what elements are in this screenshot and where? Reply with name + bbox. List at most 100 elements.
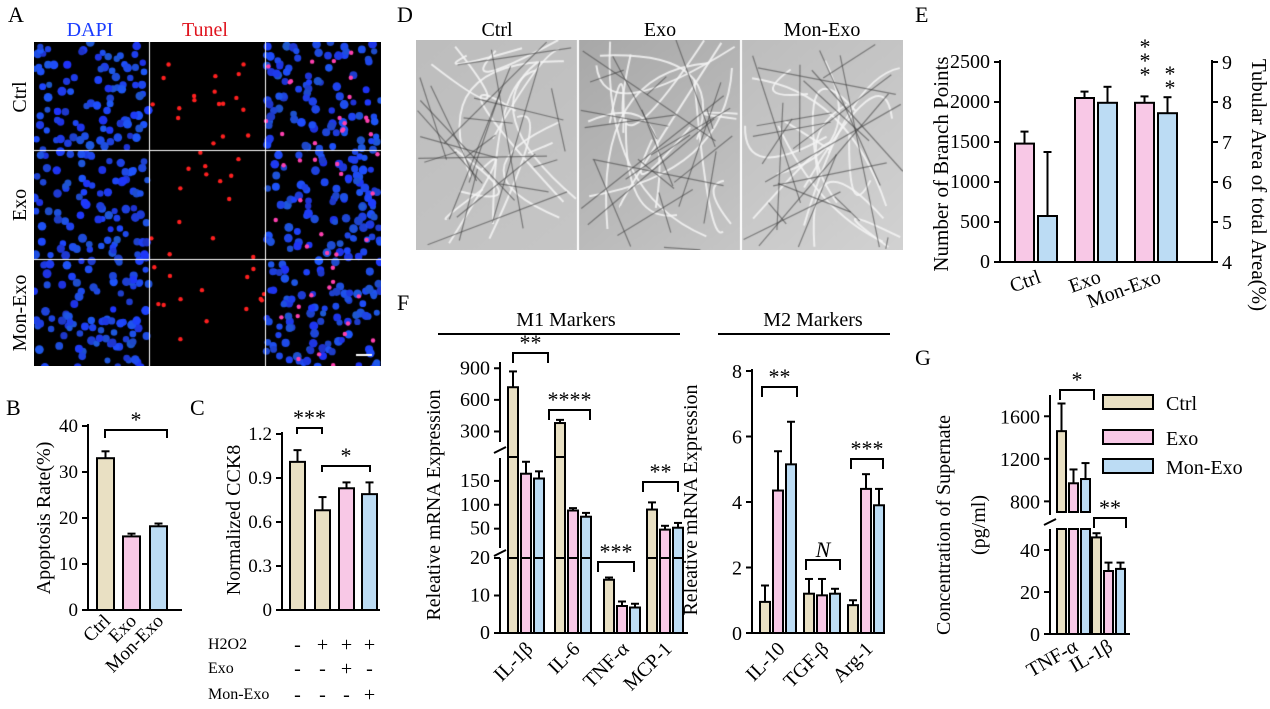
f2-bar bbox=[860, 487, 872, 634]
f2-bar bbox=[847, 604, 859, 634]
f1-significance-tnfa bbox=[597, 561, 635, 572]
g-axis-break bbox=[1043, 518, 1057, 526]
c-treatment-sign: - bbox=[294, 684, 301, 706]
f1-significance-mcp1 bbox=[642, 481, 679, 492]
g-bar bbox=[1080, 528, 1091, 635]
panel-letter-c: C bbox=[190, 395, 205, 420]
c-treatment-sign: - bbox=[294, 658, 301, 680]
b-bar bbox=[122, 535, 141, 612]
g-y-axis-label-unit: (pg/ml) bbox=[968, 495, 990, 555]
b-y-tick-label: 20 bbox=[59, 508, 78, 529]
e-bar-branch-points bbox=[1014, 142, 1035, 264]
c-treatment-label: Mon-Exo bbox=[208, 686, 269, 703]
g-bar bbox=[1080, 478, 1091, 514]
c-significance-1-label: *** bbox=[293, 405, 326, 430]
c-y-tick-label: 0.6 bbox=[248, 512, 272, 533]
legend-swatch bbox=[1102, 458, 1154, 474]
f1-bar bbox=[567, 509, 579, 559]
e-y2-tick-label: 9 bbox=[1222, 52, 1232, 74]
f1-significance-il6-label: **** bbox=[548, 387, 592, 412]
panel-a-row-label: Mon-Exo bbox=[9, 275, 31, 352]
g-bar bbox=[1056, 528, 1067, 635]
f-group-label-m1: M1 Markers bbox=[516, 309, 616, 331]
f1-bar bbox=[554, 557, 566, 634]
b-y-tick-label: 0 bbox=[69, 600, 79, 621]
c-treatment-sign: + bbox=[364, 634, 375, 656]
f1-bar bbox=[603, 578, 615, 634]
f2-bar bbox=[829, 592, 841, 635]
e-y2-tick-label: 5 bbox=[1222, 212, 1232, 234]
c-y-tick-label: 1.2 bbox=[248, 424, 272, 445]
g-bar bbox=[1103, 570, 1114, 635]
f1-bar bbox=[567, 557, 579, 634]
c-bar bbox=[361, 493, 378, 611]
f1-y-tick-label: 20 bbox=[470, 547, 490, 569]
c-treatment-sign: + bbox=[341, 658, 352, 680]
f1-y-tick-label: 900 bbox=[460, 357, 490, 379]
b-y-tick-label: 30 bbox=[59, 462, 78, 483]
e-y2-tick-label: 4 bbox=[1222, 252, 1232, 274]
panel-d-column-label: Mon-Exo bbox=[784, 19, 861, 41]
legend-swatch bbox=[1102, 429, 1154, 445]
f1-y-tick-label: 0 bbox=[480, 622, 490, 644]
f1-y-tick-label: 10 bbox=[470, 585, 490, 607]
c-significance-1 bbox=[296, 427, 323, 434]
legend-label: Mon-Exo bbox=[1166, 457, 1243, 479]
f1-bar bbox=[554, 422, 566, 459]
panel-a-row-label: Ctrl bbox=[9, 81, 31, 113]
f1-bar bbox=[507, 386, 519, 458]
g-y-tick-label: 800 bbox=[1010, 491, 1040, 513]
f2-bar bbox=[772, 489, 784, 634]
e-annotation: * bbox=[1165, 75, 1176, 100]
c-significance-2-label: * bbox=[341, 443, 352, 468]
panel-letter-e: E bbox=[915, 2, 928, 27]
f1-bar bbox=[659, 528, 671, 559]
f1-bar bbox=[507, 456, 519, 559]
legend-swatch bbox=[1102, 394, 1154, 410]
c-y-tick-label: 0.9 bbox=[248, 468, 272, 489]
f1-bar bbox=[520, 472, 532, 560]
c-y-tick-label: 0.3 bbox=[248, 556, 272, 577]
f2-y-tick-label: 4 bbox=[732, 492, 742, 514]
f1-significance-tnfa-label: *** bbox=[600, 539, 633, 564]
c-treatment-sign: - bbox=[319, 684, 326, 706]
panel-letter-g: G bbox=[915, 345, 931, 370]
f1-bar bbox=[533, 557, 545, 634]
e-annotation: * bbox=[1140, 62, 1151, 87]
f1-bar bbox=[554, 456, 566, 559]
f1-significance-il6 bbox=[548, 409, 591, 420]
g-significance-il1b bbox=[1093, 517, 1127, 528]
g-y-tick-label: 0 bbox=[1030, 624, 1040, 646]
e-y-tick-label: 1500 bbox=[950, 131, 990, 153]
c-bar bbox=[289, 460, 306, 611]
f1-axis-break bbox=[493, 549, 507, 557]
legend-label: Exo bbox=[1166, 428, 1198, 450]
c-treatment-sign: - bbox=[343, 684, 350, 706]
f1-bar bbox=[616, 605, 628, 634]
b-y-axis-label: Apoptosis Rate(%) bbox=[33, 442, 55, 595]
f1-x-tick-label: MCP-1 bbox=[619, 638, 676, 695]
f1-axis-break bbox=[493, 446, 507, 454]
g-y-tick-label: 20 bbox=[1020, 582, 1040, 604]
f2-significance-il10 bbox=[761, 386, 798, 397]
panel-letter-a: A bbox=[8, 2, 24, 27]
e-annotation: * bbox=[1140, 34, 1151, 59]
f2-significance-arg1 bbox=[850, 458, 884, 469]
c-bar bbox=[314, 509, 331, 611]
b-significance-label: * bbox=[131, 407, 142, 432]
channel-label-tunel: Tunel bbox=[182, 19, 228, 41]
f1-x-tick-label: IL-6 bbox=[544, 638, 585, 679]
f-group-label-m2: M2 Markers bbox=[763, 309, 863, 331]
panel-letter-d: D bbox=[397, 2, 413, 27]
tube-formation-micrographs bbox=[416, 40, 903, 250]
panel-letter-b: B bbox=[6, 395, 21, 420]
f1-bar bbox=[580, 557, 592, 634]
panel-d-column-label: Exo bbox=[644, 19, 676, 41]
f2-significance-tgfb bbox=[805, 559, 841, 570]
e-y-tick-label: 2000 bbox=[950, 91, 990, 113]
e-annotation: * bbox=[1165, 61, 1176, 86]
f1-bar bbox=[533, 477, 545, 559]
f2-y-axis-label: Releative mRNA Expression bbox=[680, 384, 702, 615]
channel-label-dapi: DAPI bbox=[67, 19, 114, 41]
f2-significance-il10-label: ** bbox=[769, 364, 791, 389]
